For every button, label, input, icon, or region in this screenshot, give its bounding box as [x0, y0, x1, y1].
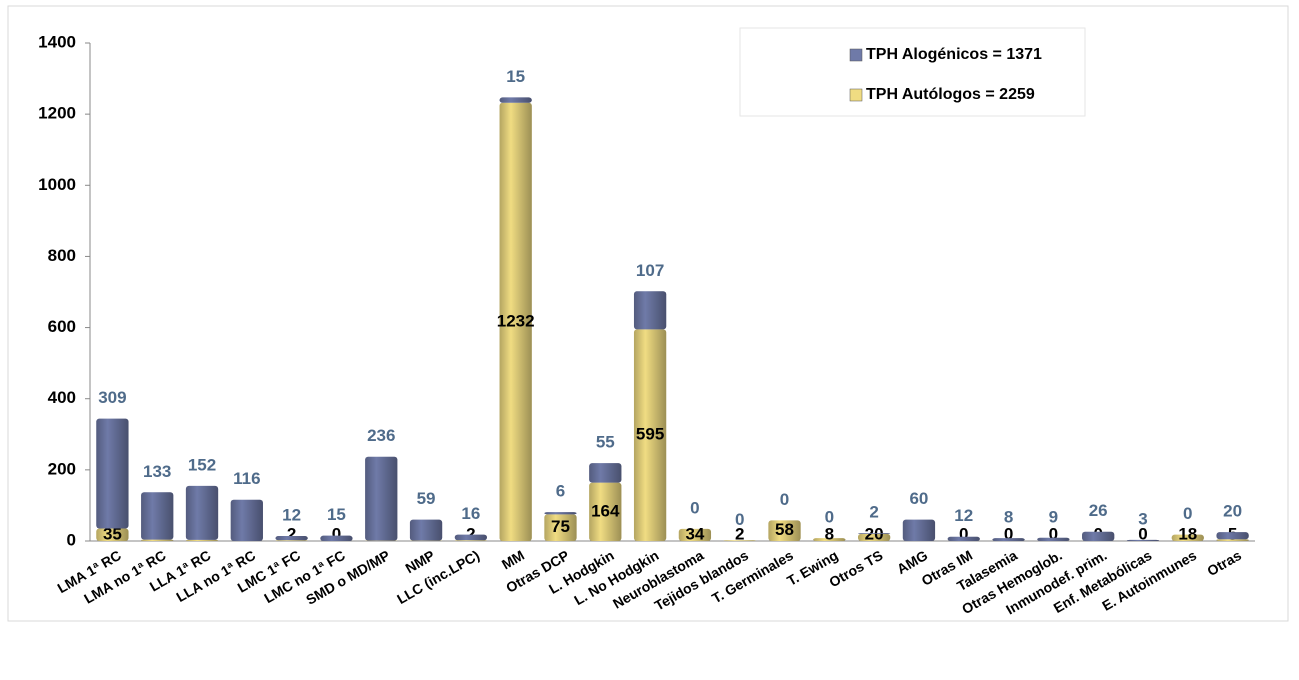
- data-label: 20: [865, 524, 884, 543]
- data-label: 0: [825, 508, 834, 527]
- data-label: 12: [282, 506, 301, 525]
- data-label: 164: [591, 501, 620, 520]
- data-label: 0: [780, 490, 789, 509]
- data-label: 58: [775, 520, 794, 539]
- data-label: 3: [1138, 509, 1147, 528]
- y-tick-label: 800: [48, 246, 76, 265]
- data-label: 26: [1089, 501, 1108, 520]
- data-label: 9: [1049, 507, 1058, 526]
- data-label: 1232: [497, 311, 535, 330]
- bar-shade: [544, 512, 576, 514]
- data-label: 55: [596, 433, 615, 452]
- data-label: 2: [466, 524, 475, 543]
- y-tick-label: 0: [67, 530, 76, 549]
- bar-shade: [410, 520, 442, 541]
- legend-label: TPH Alogénicos = 1371: [866, 46, 1042, 63]
- data-label: 309: [98, 388, 126, 407]
- data-label: 15: [506, 67, 525, 86]
- bar-shade: [96, 419, 128, 529]
- data-label: 59: [417, 489, 436, 508]
- y-tick-label: 600: [48, 317, 76, 336]
- y-tick-label: 400: [48, 388, 76, 407]
- y-tick-label: 200: [48, 459, 76, 478]
- data-label: 152: [188, 455, 216, 474]
- data-label: 2: [869, 503, 878, 522]
- data-label: 0: [690, 498, 699, 517]
- data-label: 60: [909, 489, 928, 508]
- bar-shade: [276, 536, 308, 540]
- data-label: 236: [367, 426, 395, 445]
- y-tick-label: 1200: [38, 104, 76, 123]
- bar-shade: [186, 486, 218, 540]
- bar-shade: [500, 97, 532, 102]
- bar-shade: [141, 492, 173, 539]
- bar-shade: [365, 457, 397, 541]
- bar-shade: [231, 500, 263, 541]
- data-label: 18: [1178, 524, 1197, 543]
- bar-shade: [903, 520, 935, 541]
- bar-shade: [858, 533, 890, 534]
- data-label: 107: [636, 261, 664, 280]
- data-label: 15: [327, 505, 346, 524]
- bar-shade: [320, 536, 352, 541]
- bar-shade: [1216, 532, 1248, 539]
- data-label: 6: [556, 482, 565, 501]
- bar-shade: [992, 538, 1024, 541]
- legend-swatch: [850, 89, 862, 101]
- data-label: 16: [461, 504, 480, 523]
- data-label: 0: [735, 510, 744, 529]
- bar-shade: [948, 537, 980, 541]
- bar-shade: [1037, 538, 1069, 541]
- data-label: 595: [636, 425, 664, 444]
- bar-shade: [1082, 532, 1114, 541]
- data-label: 8: [825, 524, 834, 543]
- bar-shade: [589, 463, 621, 483]
- y-tick-label: 1000: [38, 175, 76, 194]
- data-label: 20: [1223, 502, 1242, 521]
- legend-label: TPH Autólogos = 2259: [866, 86, 1035, 103]
- bar-shade: [634, 291, 666, 329]
- data-label: 8: [1004, 508, 1013, 527]
- data-label: 0: [1183, 504, 1192, 523]
- bar-shade: [1127, 540, 1159, 541]
- y-tick-label: 1400: [38, 32, 76, 51]
- data-label: 75: [551, 517, 570, 536]
- data-label: 34: [685, 524, 704, 543]
- bar-shade: [455, 535, 487, 541]
- data-label: 2: [287, 524, 296, 543]
- data-label: 133: [143, 462, 171, 481]
- data-label: 116: [233, 469, 260, 488]
- legend-swatch: [850, 49, 862, 61]
- data-label: 12: [954, 506, 973, 525]
